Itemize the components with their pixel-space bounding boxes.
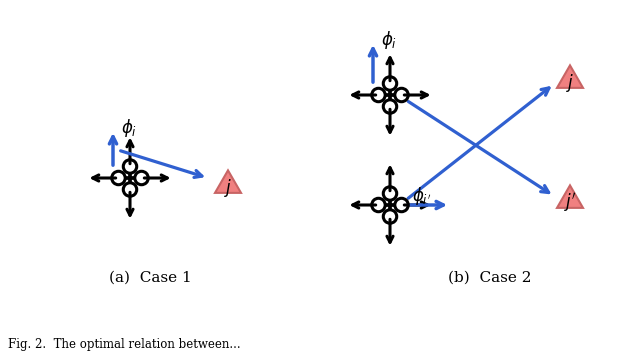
Text: $\phi_{i'}$: $\phi_{i'}$ [412, 185, 431, 207]
Text: $\phi_i$: $\phi_i$ [121, 117, 137, 139]
Text: $\phi_i$: $\phi_i$ [381, 29, 397, 51]
Text: $j$: $j$ [224, 177, 232, 199]
Polygon shape [215, 170, 241, 193]
Polygon shape [557, 185, 583, 208]
Text: Fig. 2.  The optimal relation between...: Fig. 2. The optimal relation between... [8, 338, 241, 351]
Text: $j$: $j$ [566, 72, 574, 94]
Text: (a)  Case 1: (a) Case 1 [109, 271, 191, 285]
Text: $j'$: $j'$ [564, 191, 577, 214]
Polygon shape [557, 65, 583, 88]
Text: (b)  Case 2: (b) Case 2 [448, 271, 532, 285]
